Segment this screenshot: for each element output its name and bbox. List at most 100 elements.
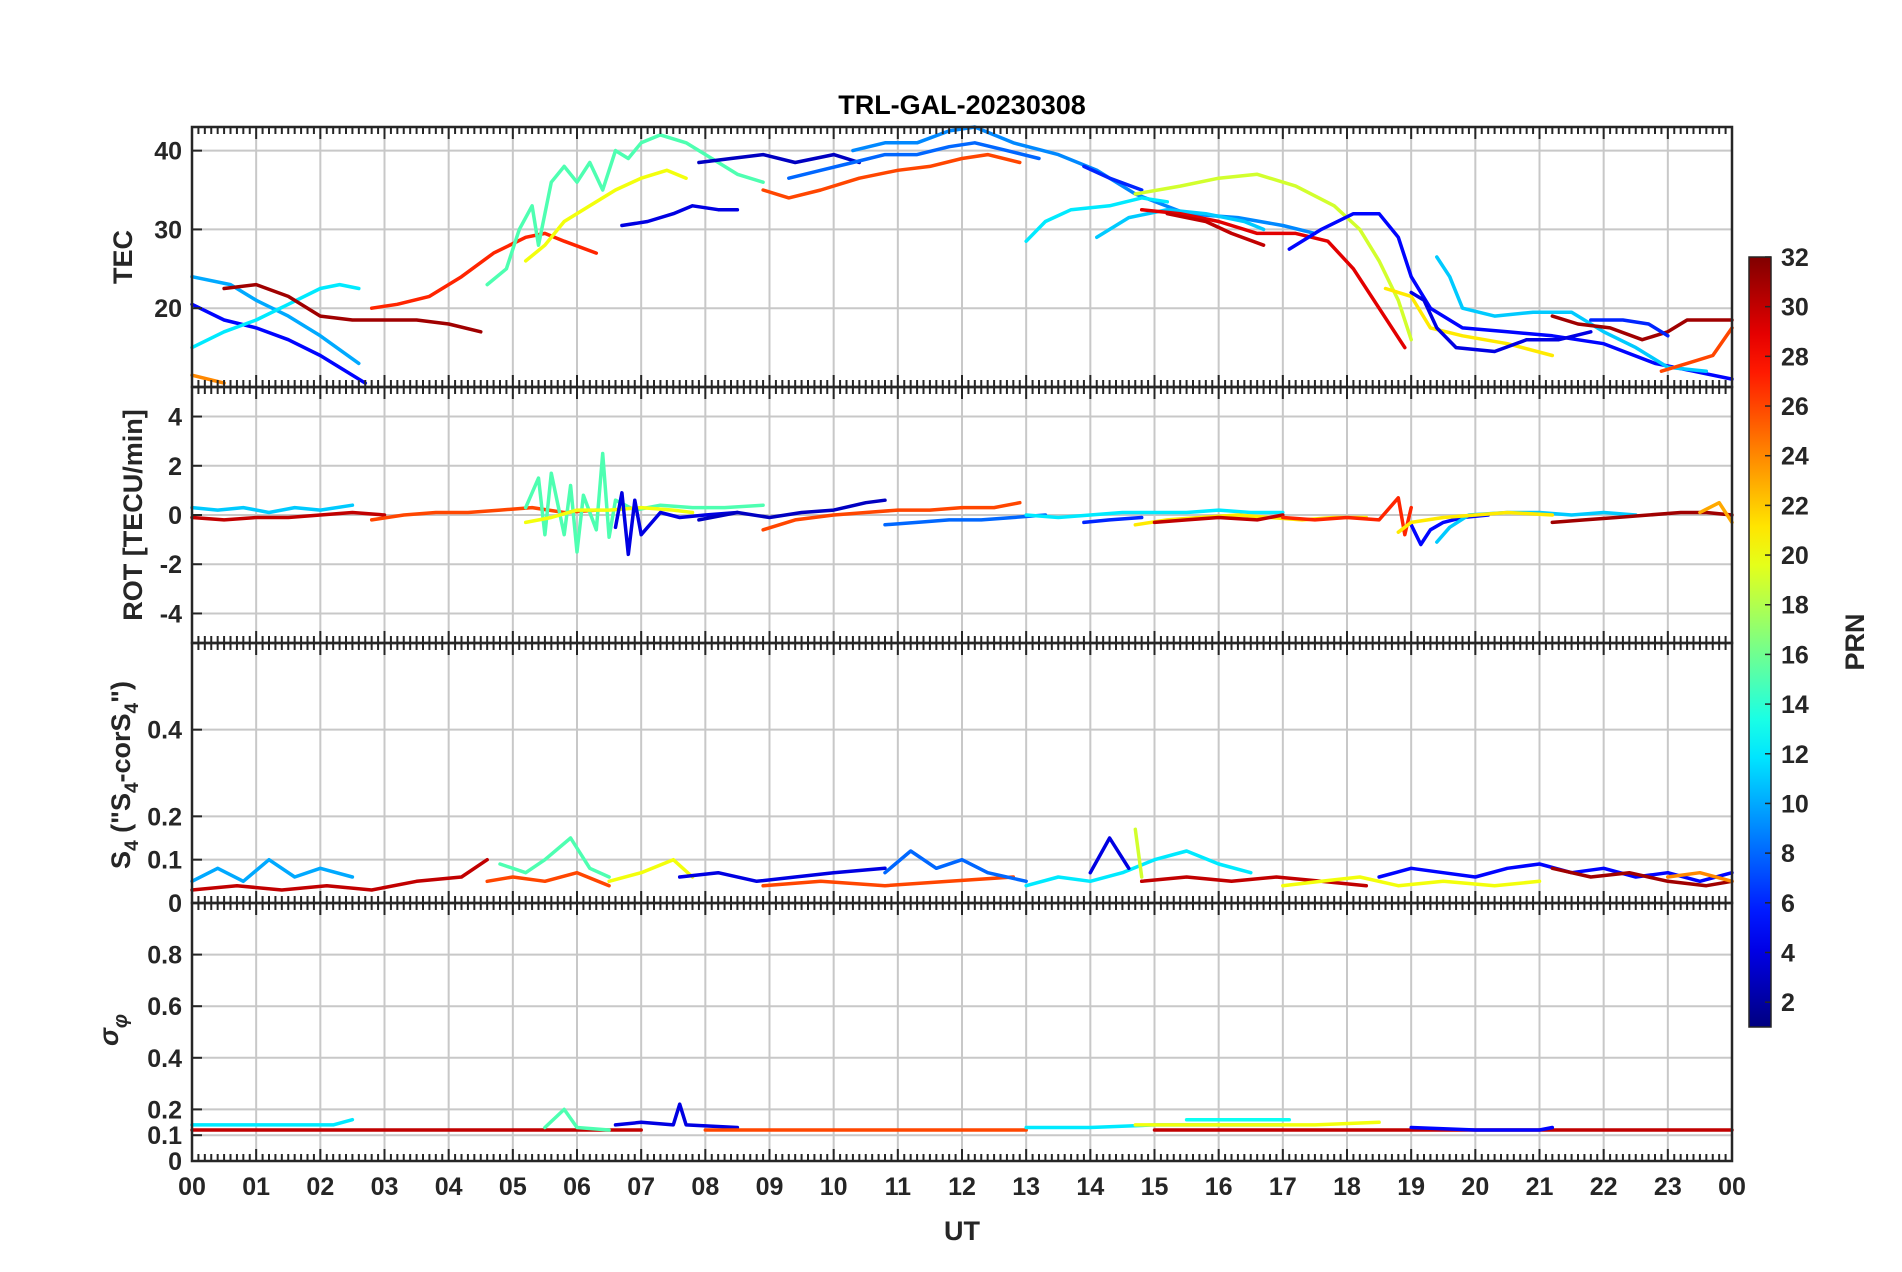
s4-series-prn-4 bbox=[677, 866, 887, 884]
x-axis: 00 01 02 03 04 05 06 07 08 09 10 11 12 13 14 15 16 17 18 19… bbox=[178, 1173, 1746, 1246]
colorbar-tick-label: 32 bbox=[1781, 244, 1809, 272]
x-tick-label: 00 bbox=[178, 1173, 206, 1201]
rot-series-prn-27 bbox=[1281, 496, 1413, 537]
sigma-phi-series-prn-15 bbox=[543, 1107, 611, 1132]
panel-sigma-phi: 00.10.2 0.4 0.6 0.8 σφ bbox=[94, 901, 1734, 1176]
tec-y-ticks: 20 30 40 bbox=[154, 138, 202, 323]
s4-y-tick-label: 0.4 bbox=[147, 717, 182, 745]
tec-series-prn-31 bbox=[222, 282, 483, 334]
x-tick-label: 20 bbox=[1461, 1173, 1489, 1201]
s4-y-tick-label: 0 bbox=[168, 890, 182, 918]
rot-series-prn-30 bbox=[1152, 513, 1285, 525]
sigma-phi-grid bbox=[191, 903, 1733, 1162]
tec-series-prn-11 bbox=[1095, 207, 1266, 240]
tec-series-prn-19 bbox=[1133, 172, 1413, 342]
s4-series bbox=[190, 827, 1734, 892]
rot-series-prn-31 bbox=[1550, 510, 1734, 525]
tec-series bbox=[190, 125, 1734, 385]
tec-series-prn-4 bbox=[1409, 290, 1593, 354]
tec-series-prn-6 bbox=[1082, 164, 1144, 192]
rot-series-prn-3 bbox=[697, 498, 887, 522]
tec-series-prn-8 bbox=[787, 141, 1041, 180]
rot-series-prn-20 bbox=[523, 505, 695, 525]
s4-y-tick-label: 0.2 bbox=[147, 803, 182, 831]
colorbar-label: PRN bbox=[1840, 613, 1870, 670]
tec-series-prn-5 bbox=[190, 302, 368, 385]
s4-y-tick-label: 0.1 bbox=[147, 847, 182, 875]
sigma-phi-y-tick-label: 0.8 bbox=[147, 942, 182, 970]
x-tick-label: 04 bbox=[435, 1173, 463, 1201]
rot-series-prn-26 bbox=[761, 500, 1022, 532]
sigma-phi-y-axis-label: σφ bbox=[94, 1014, 132, 1046]
tec-series-prn-15 bbox=[485, 133, 765, 287]
x-tick-label: 18 bbox=[1333, 1173, 1361, 1201]
tec-series-prn-27 bbox=[369, 231, 599, 310]
colorbar-tick-label: 10 bbox=[1781, 790, 1809, 818]
x-tick-label: 19 bbox=[1397, 1173, 1425, 1201]
colorbar-tick-label: 14 bbox=[1781, 691, 1809, 719]
colorbar-tick-label: 4 bbox=[1781, 939, 1795, 967]
rot-series-prn-12 bbox=[1024, 508, 1285, 520]
rot-series-prn-11 bbox=[190, 503, 355, 515]
x-tick-label: 05 bbox=[499, 1173, 527, 1201]
sigma-phi-y-tick-label: 0.6 bbox=[147, 993, 182, 1021]
x-tick-label: 08 bbox=[691, 1173, 719, 1201]
sigma-phi-series-prn-12 bbox=[190, 1117, 355, 1127]
rot-series-prn-30 bbox=[190, 510, 387, 522]
x-tick-labels: 00 01 02 03 04 05 06 07 08 09 10 11 12 13 14 15 16 17 18 19… bbox=[178, 1173, 1746, 1201]
x-tick-label: 09 bbox=[756, 1173, 784, 1201]
rot-series-prn-15 bbox=[523, 451, 765, 554]
sigma-phi-series-prn-4 bbox=[613, 1102, 740, 1130]
rot-series-prn-21 bbox=[1396, 510, 1555, 534]
x-axis-label: UT bbox=[944, 1216, 980, 1246]
s4-grid bbox=[191, 643, 1733, 904]
tec-series-prn-4 bbox=[620, 204, 740, 228]
s4-series-prn-8 bbox=[883, 849, 1028, 884]
tec-series-prn-26 bbox=[761, 152, 1022, 200]
tec-series-prn-29 bbox=[1139, 207, 1407, 350]
rot-y-tick-label: 4 bbox=[168, 404, 182, 432]
x-tick-label: 07 bbox=[627, 1173, 655, 1201]
sigma-phi-series-prn-20 bbox=[1133, 1120, 1381, 1127]
tec-series-prn-20 bbox=[523, 168, 688, 263]
s4-series-prn-30 bbox=[190, 857, 489, 892]
x-tick-label: 03 bbox=[371, 1173, 399, 1201]
rot-y-tick-label: -4 bbox=[160, 600, 182, 628]
rot-series-prn-4 bbox=[613, 491, 740, 557]
x-tick-label: 12 bbox=[948, 1173, 976, 1201]
tec-series-prn-11 bbox=[1435, 255, 1709, 373]
x-tick-label: 02 bbox=[306, 1173, 334, 1201]
x-tick-label: 13 bbox=[1012, 1173, 1040, 1201]
rot-y-tick-label: -2 bbox=[160, 551, 182, 579]
colorbar-tick-label: 24 bbox=[1781, 443, 1809, 471]
rot-y-ticks: -4 -2 0 2 4 bbox=[160, 404, 202, 628]
x-tick-label: 01 bbox=[242, 1173, 270, 1201]
s4-series-prn-4 bbox=[1088, 836, 1131, 875]
colorbar-tick-label: 22 bbox=[1781, 492, 1809, 520]
s4-series-prn-26 bbox=[761, 875, 1016, 888]
colorbar-tick-label: 18 bbox=[1781, 592, 1809, 620]
chart-title: TRL-GAL-20230308 bbox=[838, 90, 1086, 120]
x-tick-label: 06 bbox=[563, 1173, 591, 1201]
s4-series-prn-20 bbox=[607, 857, 695, 884]
sigma-phi-y-tick-label: 0.2 bbox=[147, 1096, 182, 1124]
tec-series-prn-24 bbox=[190, 373, 226, 385]
x-tick-label: 17 bbox=[1269, 1173, 1297, 1201]
sigma-phi-y-ticks: 00.10.2 0.4 0.6 0.8 bbox=[147, 942, 202, 1176]
sigma-phi-y-tick-label: 0.1 bbox=[147, 1122, 182, 1150]
rot-series bbox=[190, 451, 1734, 557]
tec-y-tick-label: 40 bbox=[154, 138, 182, 166]
s4-series-prn-12 bbox=[1024, 849, 1253, 888]
tec-series-prn-31 bbox=[1550, 314, 1734, 342]
s4-series-prn-10 bbox=[190, 857, 355, 884]
tec-series-prn-5 bbox=[1287, 211, 1734, 381]
colorbar-tick-label: 2 bbox=[1781, 989, 1795, 1017]
panel-rot: -4 -2 0 2 4 ROT [TECU/min] bbox=[118, 385, 1734, 645]
s4-series-prn-31 bbox=[1550, 866, 1734, 888]
tec-series-prn-10 bbox=[190, 274, 361, 366]
s4-series-prn-20 bbox=[1281, 875, 1542, 888]
tec-series-prn-3 bbox=[697, 152, 862, 165]
rot-series-prn-6 bbox=[1082, 515, 1144, 525]
